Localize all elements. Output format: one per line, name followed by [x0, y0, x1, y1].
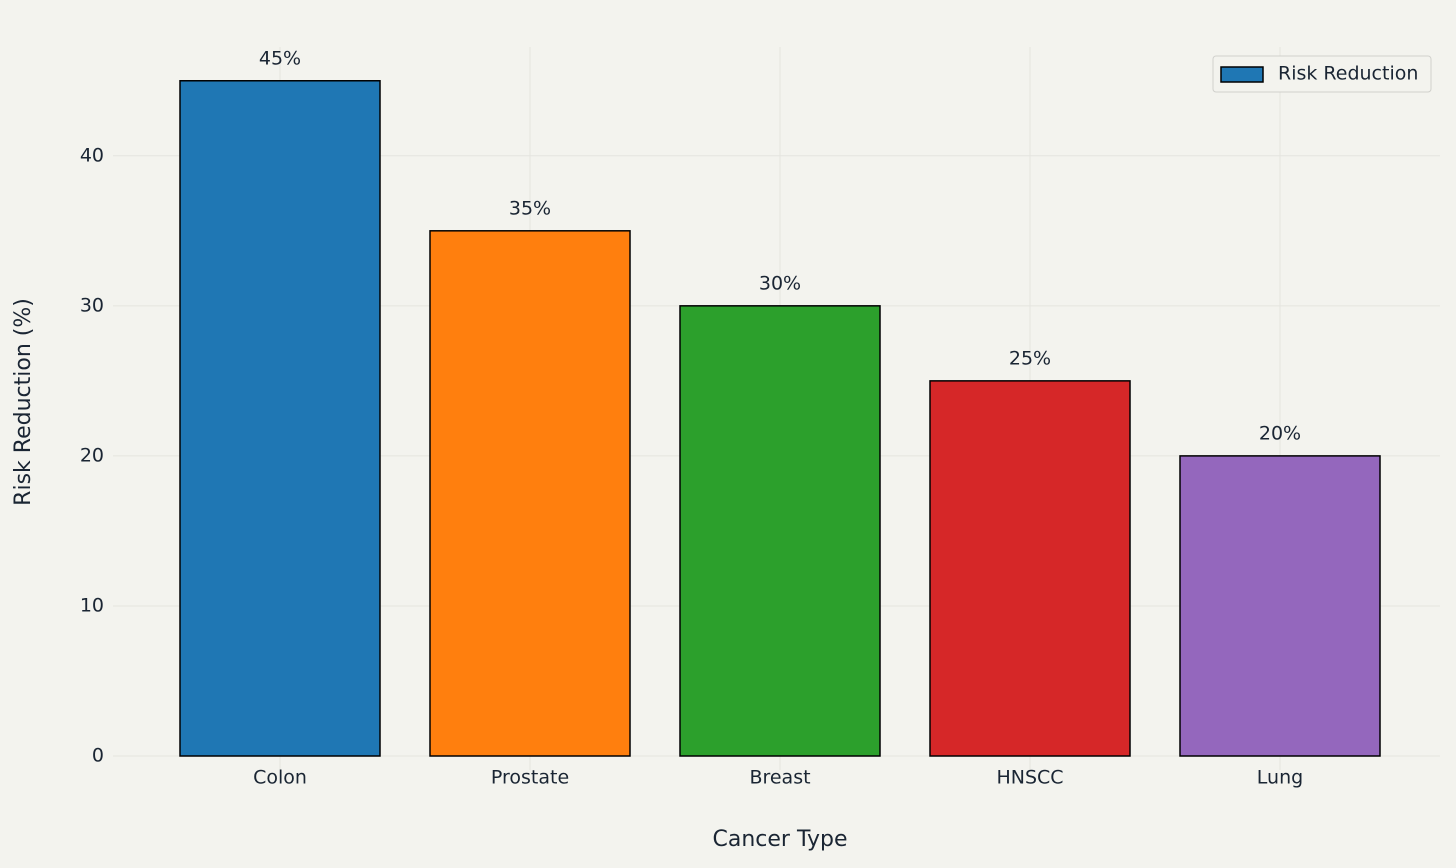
- y-tick-label: 0: [92, 745, 104, 767]
- x-tick-label: Colon: [253, 767, 307, 789]
- value-label: 35%: [509, 197, 551, 219]
- y-tick-label: 30: [80, 294, 104, 316]
- x-tick-label: Lung: [1257, 767, 1303, 789]
- value-label: 20%: [1259, 422, 1301, 444]
- value-label: 25%: [1009, 347, 1051, 369]
- y-tick-label: 20: [80, 444, 104, 466]
- x-axis-label: Cancer Type: [713, 827, 848, 852]
- bar: [1179, 455, 1381, 757]
- x-tick-label: HNSCC: [996, 767, 1063, 789]
- y-tick-label: 40: [80, 144, 104, 166]
- value-label: 45%: [259, 47, 301, 69]
- legend-label: Risk Reduction: [1278, 63, 1418, 85]
- y-tick-label: 10: [80, 594, 104, 616]
- value-label: 30%: [759, 272, 801, 294]
- bar: [179, 80, 381, 757]
- bar: [429, 230, 631, 757]
- x-tick-label: Prostate: [491, 767, 569, 789]
- bar: [679, 305, 881, 757]
- x-tick-label: Breast: [749, 767, 810, 789]
- legend-swatch: [1220, 66, 1264, 83]
- y-axis-label: Risk Reduction (%): [11, 298, 36, 506]
- legend-box: [1212, 55, 1432, 93]
- bar: [929, 380, 1131, 757]
